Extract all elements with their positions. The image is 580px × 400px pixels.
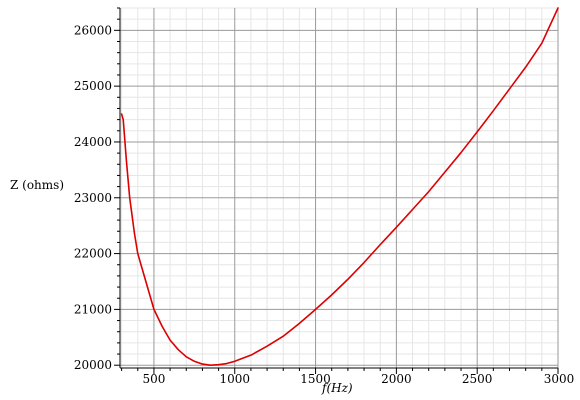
y-tick-label: 22000 xyxy=(74,247,112,261)
x-axis-title: f(Hz) xyxy=(321,381,353,395)
axes xyxy=(119,8,558,369)
y-axis-title: Z (ohms) xyxy=(10,178,64,192)
y-tick-label: 20000 xyxy=(74,358,112,372)
tick-labels: 500 1000 1500 2000 2500 3000 20000 21000 22000 23… xyxy=(74,23,574,386)
y-tick-label: 23000 xyxy=(74,191,112,205)
y-tick-label: 25000 xyxy=(74,79,112,93)
x-tick-label: 3000 xyxy=(544,372,575,386)
series-layer xyxy=(120,7,559,367)
x-tick-label: 2500 xyxy=(462,372,493,386)
x-tick-label: 1000 xyxy=(219,372,250,386)
minor-grid xyxy=(120,7,558,368)
major-grid xyxy=(120,8,559,368)
x-axis-title-unit: (Hz) xyxy=(326,381,352,395)
x-axis-title-variable: f xyxy=(321,381,329,395)
x-tick-label: 2000 xyxy=(381,372,412,386)
y-tick-label: 24000 xyxy=(74,135,112,149)
x-tick-label: 500 xyxy=(142,372,165,386)
tick-marks xyxy=(114,7,559,374)
x-tick-label: 1500 xyxy=(300,372,331,386)
impedance-series-line xyxy=(120,7,559,367)
y-tick-label: 21000 xyxy=(74,302,112,316)
y-tick-label: 26000 xyxy=(74,23,112,37)
